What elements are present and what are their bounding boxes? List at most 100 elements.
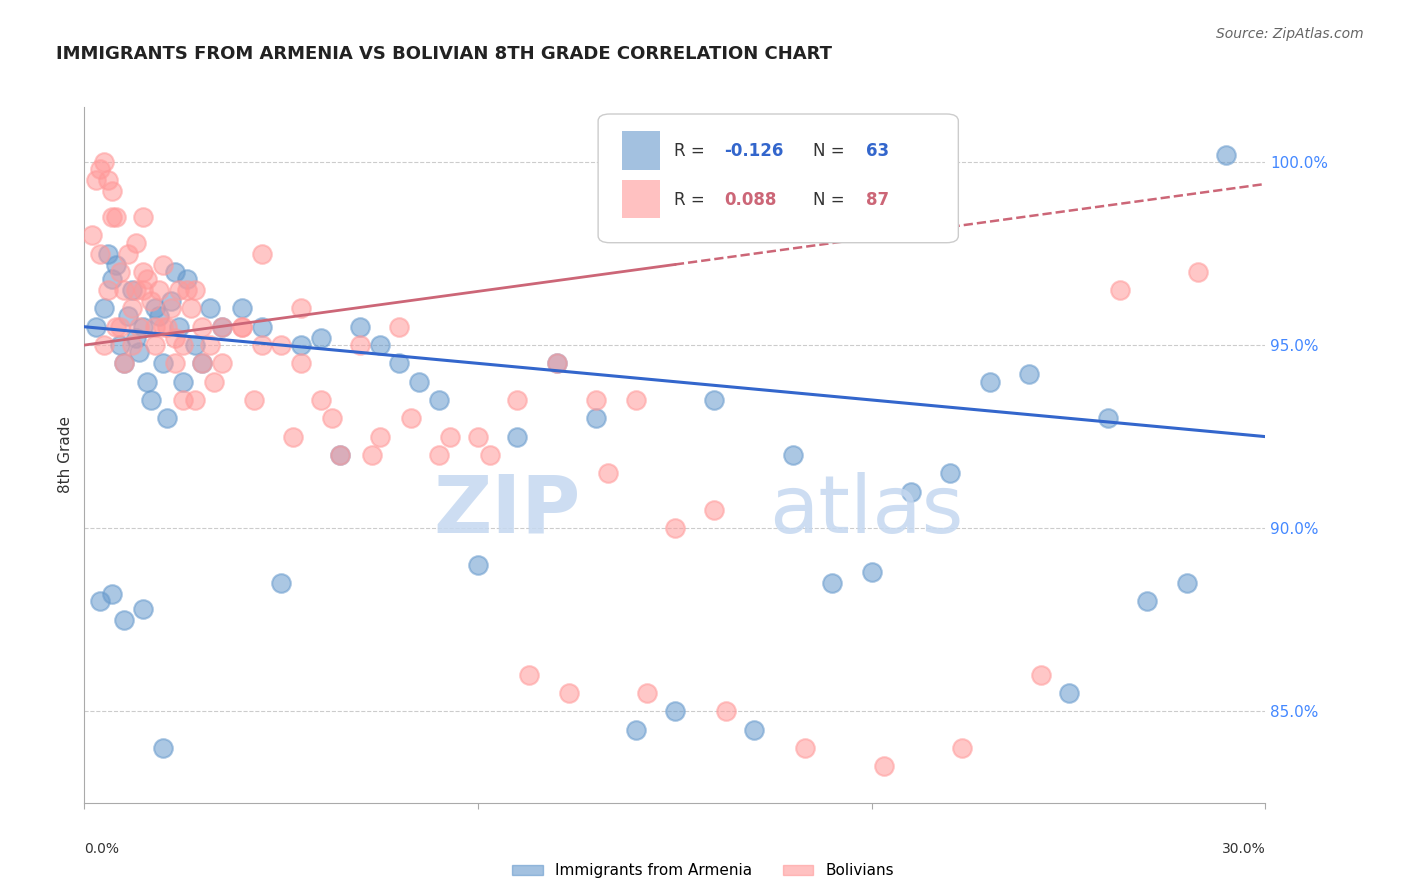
Text: ZIP: ZIP (433, 472, 581, 549)
Point (290, 356, 312, 370)
Point (211, 319, 233, 334)
Point (388, 319, 411, 334)
Point (368, 338, 391, 352)
Point (467, 558, 489, 572)
Point (664, 704, 686, 718)
Point (163, 331, 186, 345)
Point (183, 392, 205, 407)
Point (97, 173, 120, 187)
Point (104, 258, 127, 272)
Point (596, 467, 619, 481)
Point (242, 392, 264, 407)
Point (112, 613, 135, 627)
Point (360, 448, 382, 462)
Point (156, 411, 179, 425)
Point (585, 411, 607, 425)
Point (132, 265, 155, 279)
Point (132, 601, 155, 615)
Point (939, 467, 962, 481)
Legend: Immigrants from Armenia, Bolivians: Immigrants from Armenia, Bolivians (506, 857, 900, 884)
Point (141, 294, 163, 309)
Point (141, 392, 163, 407)
Point (408, 375, 430, 389)
Bar (621, 180, 659, 219)
Point (89, 594, 111, 608)
Point (93, 338, 115, 352)
Point (172, 375, 194, 389)
Point (97, 283, 120, 297)
Point (97, 246, 120, 260)
Point (191, 356, 214, 370)
Point (176, 283, 198, 297)
Point (152, 319, 174, 334)
Point (183, 283, 205, 297)
Point (152, 740, 174, 755)
Point (132, 283, 155, 297)
Text: N =: N = (813, 191, 851, 209)
Point (309, 331, 332, 345)
Point (136, 375, 159, 389)
Point (636, 686, 658, 700)
Point (467, 429, 489, 443)
Point (270, 338, 292, 352)
Point (121, 301, 143, 316)
Point (517, 667, 540, 681)
Point (585, 392, 607, 407)
Point (160, 294, 183, 309)
Point (89, 162, 111, 177)
Point (108, 319, 131, 334)
Text: IMMIGRANTS FROM ARMENIA VS BOLIVIAN 8TH GRADE CORRELATION CHART: IMMIGRANTS FROM ARMENIA VS BOLIVIAN 8TH … (56, 45, 832, 62)
Point (546, 356, 568, 370)
Point (84, 319, 107, 334)
Point (176, 272, 198, 286)
Point (388, 356, 411, 370)
Point (108, 265, 131, 279)
Point (117, 309, 139, 323)
Text: -0.126: -0.126 (724, 142, 785, 160)
Point (101, 587, 124, 601)
Point (180, 301, 202, 316)
Point (860, 565, 883, 579)
Point (112, 283, 135, 297)
Point (128, 345, 150, 359)
Point (112, 356, 135, 370)
Point (321, 411, 343, 425)
Point (152, 356, 174, 370)
Point (546, 356, 568, 370)
Point (143, 338, 166, 352)
Point (368, 429, 391, 443)
Point (290, 338, 312, 352)
Point (506, 392, 529, 407)
Point (439, 429, 461, 443)
Point (349, 319, 371, 334)
Point (148, 309, 170, 323)
Point (329, 448, 352, 462)
Point (821, 576, 844, 591)
Point (191, 356, 214, 370)
Point (143, 319, 166, 334)
Point (163, 265, 186, 279)
Point (290, 301, 312, 316)
Point (624, 723, 647, 737)
Point (703, 503, 725, 517)
Point (112, 356, 135, 370)
Point (152, 258, 174, 272)
Point (1215, 147, 1237, 161)
Point (183, 338, 205, 352)
Point (136, 272, 159, 286)
Y-axis label: 8th Grade: 8th Grade (58, 417, 73, 493)
Text: N =: N = (813, 142, 851, 160)
Point (478, 448, 501, 462)
Point (172, 338, 194, 352)
Point (101, 184, 124, 198)
Point (1029, 667, 1052, 681)
Text: 0.0%: 0.0% (84, 842, 120, 856)
Point (191, 319, 214, 334)
Point (124, 235, 146, 250)
Point (211, 356, 233, 370)
Text: 30.0%: 30.0% (1222, 842, 1265, 856)
Text: atlas: atlas (769, 472, 963, 549)
Point (121, 283, 143, 297)
Point (793, 740, 815, 755)
Point (108, 338, 131, 352)
